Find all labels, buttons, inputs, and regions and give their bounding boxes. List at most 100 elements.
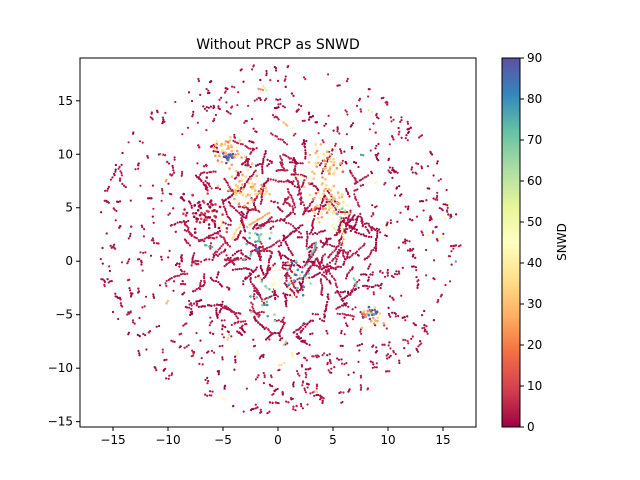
data-point bbox=[299, 162, 302, 165]
data-point bbox=[374, 182, 377, 185]
data-point bbox=[397, 270, 400, 273]
colorbar-tick-label: 40 bbox=[527, 256, 542, 270]
data-point bbox=[304, 177, 307, 180]
data-point bbox=[284, 75, 287, 78]
data-point bbox=[263, 374, 266, 377]
data-point bbox=[294, 293, 298, 297]
x-tick-label: −15 bbox=[100, 433, 125, 447]
data-point bbox=[215, 276, 218, 279]
data-point bbox=[233, 252, 237, 255]
data-point bbox=[296, 370, 299, 373]
data-point bbox=[346, 227, 349, 231]
data-point bbox=[268, 383, 271, 386]
data-point bbox=[276, 219, 279, 222]
data-point bbox=[151, 237, 154, 240]
data-point bbox=[276, 206, 280, 209]
data-point bbox=[254, 240, 257, 244]
data-point bbox=[212, 351, 216, 354]
data-point bbox=[372, 227, 375, 230]
data-point bbox=[281, 320, 284, 323]
data-point bbox=[285, 256, 288, 259]
data-point bbox=[342, 220, 345, 223]
data-point bbox=[336, 212, 339, 216]
data-point bbox=[210, 304, 213, 307]
data-point bbox=[333, 234, 336, 237]
data-point bbox=[208, 205, 211, 208]
data-point bbox=[277, 402, 280, 405]
data-point bbox=[176, 262, 179, 265]
data-point bbox=[248, 231, 251, 235]
data-point bbox=[442, 232, 445, 235]
data-point bbox=[240, 267, 243, 271]
data-point bbox=[249, 309, 252, 312]
data-point bbox=[273, 116, 276, 119]
data-point bbox=[339, 391, 342, 394]
data-point bbox=[337, 233, 341, 236]
data-point bbox=[341, 170, 345, 173]
data-point bbox=[337, 202, 341, 206]
data-point bbox=[407, 130, 410, 133]
data-point bbox=[206, 304, 210, 307]
data-point bbox=[382, 96, 385, 99]
data-point bbox=[314, 185, 317, 188]
data-point bbox=[297, 186, 301, 189]
data-point bbox=[369, 310, 373, 313]
data-point bbox=[259, 296, 262, 299]
data-point bbox=[402, 241, 405, 244]
data-point bbox=[336, 289, 339, 293]
data-point bbox=[343, 333, 346, 336]
data-point bbox=[305, 342, 308, 345]
data-point bbox=[168, 374, 171, 377]
data-point bbox=[300, 405, 303, 408]
data-point bbox=[364, 226, 367, 229]
data-point bbox=[281, 318, 284, 321]
data-point bbox=[412, 265, 415, 268]
data-point bbox=[137, 164, 140, 167]
data-point bbox=[314, 390, 317, 393]
data-point bbox=[249, 277, 252, 280]
data-point bbox=[227, 223, 230, 226]
data-point bbox=[205, 87, 208, 91]
data-point bbox=[293, 212, 296, 216]
data-point bbox=[387, 306, 390, 309]
data-point bbox=[308, 254, 311, 257]
data-point bbox=[294, 176, 297, 179]
data-point bbox=[126, 262, 129, 265]
data-point bbox=[358, 343, 361, 347]
data-point bbox=[171, 340, 175, 343]
data-point bbox=[346, 324, 349, 328]
data-point bbox=[327, 369, 330, 372]
data-point bbox=[253, 310, 256, 313]
data-point bbox=[160, 258, 163, 261]
data-point bbox=[240, 156, 243, 159]
data-point bbox=[250, 182, 254, 185]
data-point bbox=[104, 189, 107, 192]
data-point bbox=[432, 277, 435, 280]
data-point bbox=[168, 249, 171, 252]
data-point bbox=[390, 120, 393, 123]
data-point bbox=[298, 288, 301, 292]
data-point bbox=[319, 197, 323, 200]
data-point bbox=[231, 156, 234, 159]
data-point bbox=[254, 289, 257, 293]
data-point bbox=[373, 366, 376, 369]
data-point bbox=[225, 227, 229, 230]
x-tick-label: 5 bbox=[329, 433, 337, 447]
data-point bbox=[321, 193, 325, 196]
data-point bbox=[336, 128, 339, 131]
data-point bbox=[309, 116, 313, 119]
data-point bbox=[378, 228, 381, 231]
data-point bbox=[183, 346, 186, 349]
data-point bbox=[257, 315, 260, 318]
data-point bbox=[318, 267, 321, 270]
data-point bbox=[113, 172, 116, 176]
data-point bbox=[334, 282, 337, 285]
data-point bbox=[246, 168, 250, 172]
data-point bbox=[179, 196, 183, 199]
data-point bbox=[374, 153, 377, 157]
data-point bbox=[259, 408, 262, 411]
data-point bbox=[207, 234, 211, 237]
data-point bbox=[255, 164, 258, 167]
data-point bbox=[298, 236, 301, 239]
data-point bbox=[435, 225, 438, 228]
